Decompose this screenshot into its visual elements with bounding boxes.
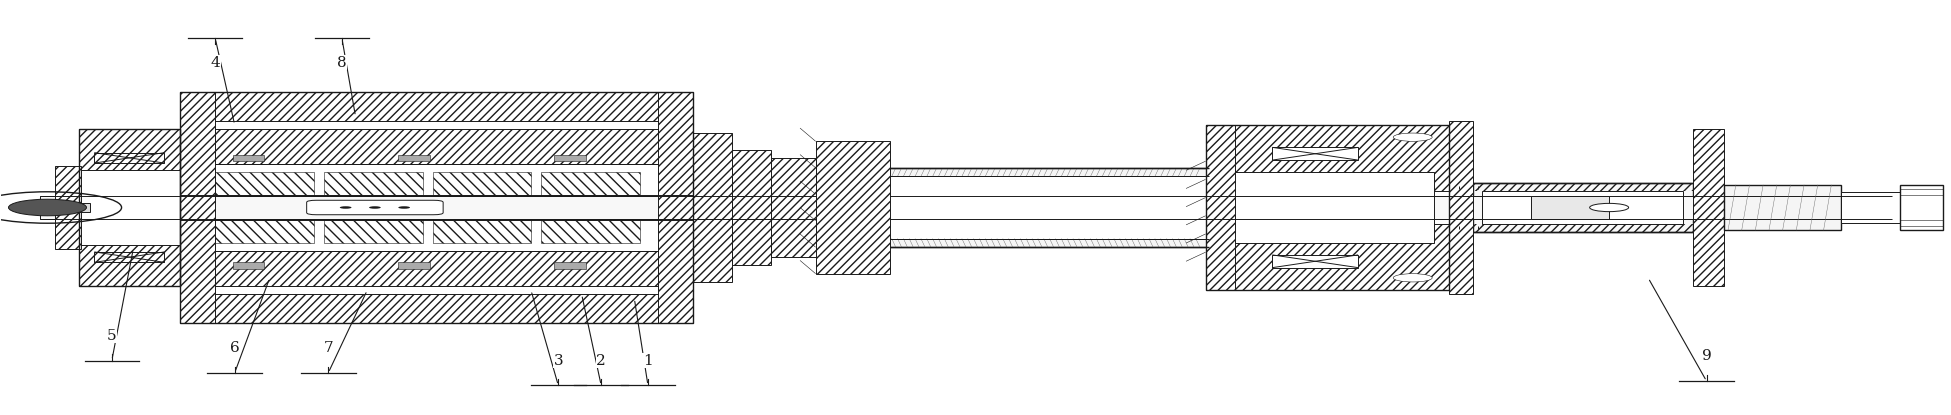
Bar — [433, 220, 531, 243]
Bar — [554, 154, 585, 161]
Bar — [816, 142, 890, 273]
Bar — [179, 92, 693, 323]
Bar — [1693, 129, 1725, 286]
Bar — [1473, 183, 1693, 232]
Bar — [78, 226, 179, 286]
Bar — [199, 251, 673, 286]
Bar — [324, 172, 423, 195]
Bar — [1272, 147, 1358, 160]
Bar — [540, 172, 640, 195]
Circle shape — [1590, 203, 1629, 212]
Text: 5: 5 — [107, 329, 117, 343]
FancyBboxPatch shape — [306, 200, 443, 215]
Text: 3: 3 — [554, 354, 564, 368]
Text: 2: 2 — [597, 354, 607, 368]
Bar — [1725, 185, 1842, 230]
Text: 7: 7 — [324, 341, 334, 355]
Bar — [864, 176, 1210, 239]
Bar — [657, 92, 693, 323]
Bar — [60, 203, 90, 212]
Bar — [55, 166, 80, 249]
Bar — [433, 172, 531, 195]
Bar — [398, 154, 429, 161]
Bar — [1206, 125, 1450, 290]
Bar — [693, 133, 732, 282]
Circle shape — [398, 206, 410, 209]
Circle shape — [8, 199, 86, 216]
Bar — [39, 196, 1892, 219]
Bar — [1450, 121, 1473, 294]
Bar — [78, 129, 179, 286]
Bar — [1221, 172, 1434, 243]
Bar — [1206, 125, 1450, 191]
Bar — [1206, 224, 1450, 290]
Bar — [1900, 185, 1943, 230]
Text: 6: 6 — [230, 341, 240, 355]
Text: 8: 8 — [338, 56, 347, 70]
Bar — [232, 262, 263, 269]
Bar — [1272, 255, 1358, 268]
Bar — [1473, 183, 1693, 191]
Bar — [771, 158, 819, 257]
Bar — [179, 92, 215, 323]
Bar — [1532, 196, 1610, 219]
Bar — [554, 262, 585, 269]
Bar — [540, 220, 640, 243]
Bar — [1483, 191, 1684, 224]
Text: 1: 1 — [644, 354, 654, 368]
Bar — [849, 168, 1210, 247]
Bar — [1206, 125, 1235, 290]
Bar — [215, 220, 314, 243]
Bar — [78, 129, 179, 189]
Bar — [1473, 224, 1693, 232]
Bar — [179, 92, 693, 121]
Text: 9: 9 — [1701, 349, 1711, 364]
Bar — [398, 262, 429, 269]
Bar — [215, 172, 314, 195]
Circle shape — [1393, 273, 1432, 282]
Bar — [94, 252, 164, 262]
Circle shape — [1393, 133, 1432, 142]
Bar — [94, 153, 164, 163]
Bar — [324, 220, 423, 243]
Bar — [179, 294, 693, 323]
Circle shape — [369, 206, 380, 209]
Bar — [78, 170, 179, 245]
Bar — [199, 129, 673, 164]
Bar — [732, 149, 771, 266]
Bar — [1842, 192, 1900, 223]
Bar — [232, 154, 263, 161]
Text: 4: 4 — [211, 56, 220, 70]
Circle shape — [339, 206, 351, 209]
